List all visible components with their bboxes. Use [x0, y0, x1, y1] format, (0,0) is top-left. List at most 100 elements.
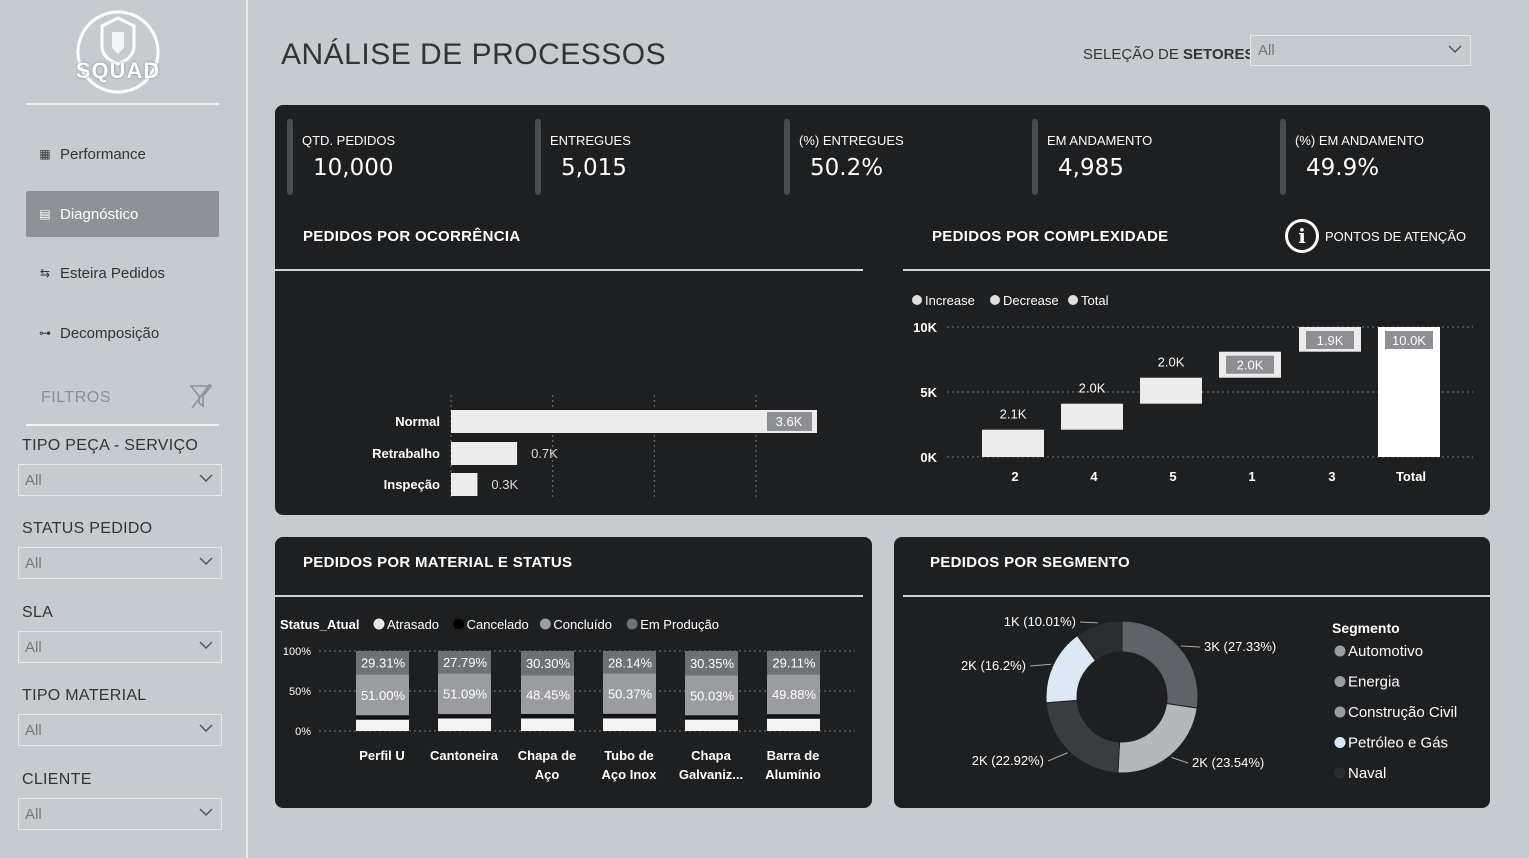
- kpi-accent-bar: [1280, 119, 1286, 195]
- chevron-down-icon: [199, 808, 213, 817]
- legend-marker: [912, 295, 922, 305]
- data-label: 30.30%: [526, 656, 571, 671]
- legend-marker: [1334, 645, 1346, 657]
- kpi-label: (%) EM ANDAMENTO: [1295, 133, 1425, 148]
- filter-label-sla: SLA: [22, 604, 54, 621]
- kpi-value: 4,985: [1058, 155, 1124, 181]
- legend-marker: [539, 618, 551, 630]
- filter-off-icon[interactable]: [188, 382, 214, 410]
- filters-divider: [26, 424, 219, 426]
- section-title-ocorrencia: PEDIDOS POR OCORRÊNCIA: [303, 228, 521, 245]
- filter-label-tipo-peca: TIPO PEÇA - SERVIÇO: [22, 437, 199, 454]
- nav-label: Diagnóstico: [60, 205, 139, 223]
- sector-select[interactable]: All: [1250, 35, 1471, 66]
- stacked-bar-segment: [521, 675, 574, 714]
- kpi-accent-bar: [1032, 119, 1038, 195]
- legend-marker: [1334, 767, 1346, 779]
- grid-icon: ▦: [39, 147, 51, 161]
- legend-label: Em Produção: [640, 617, 719, 632]
- category-label: Tubo de: [604, 748, 654, 763]
- data-label: 28.14%: [608, 655, 653, 670]
- waterfall-bar: [982, 429, 1044, 457]
- data-label-bg: [1306, 331, 1354, 349]
- legend-title: Status_Atual: [280, 617, 359, 632]
- slice-label: 1K (10.01%): [1004, 614, 1076, 629]
- nav-item-performance[interactable]: ▦ Performance: [26, 131, 219, 177]
- page-title: ANÁLISE DE PROCESSOS: [281, 38, 667, 71]
- legend-label: Petróleo e Gás: [1348, 735, 1448, 752]
- nav-label: Performance: [60, 145, 146, 163]
- stacked-bar-segment: [767, 718, 820, 731]
- data-label: 0.7K: [531, 446, 558, 461]
- data-label: 30.35%: [690, 656, 735, 671]
- leader-line: [1029, 663, 1052, 667]
- data-label-bg: [1385, 331, 1433, 349]
- kpi-pct-em-andamento: (%) EM ANDAMENTO 49.9%: [1280, 119, 1480, 195]
- attention-label: PONTOS DE ATENÇÃO: [1325, 228, 1467, 244]
- nav-item-diagnostico[interactable]: ▤ Diagnóstico: [26, 191, 219, 237]
- chevron-down-icon: [1448, 45, 1462, 54]
- category-label: Normal: [395, 414, 440, 429]
- kpi-value: 10,000: [313, 155, 394, 181]
- bar: [451, 473, 478, 496]
- legend-label: Atrasado: [387, 617, 439, 632]
- nav-label: Esteira Pedidos: [60, 264, 166, 282]
- kpi-em-andamento: EM ANDAMENTO 4,985: [1032, 119, 1262, 195]
- legend-label: Naval: [1348, 765, 1386, 782]
- legend-marker: [626, 618, 638, 630]
- stacked-bar-segment: [356, 715, 409, 720]
- filter-select-tipo-peca[interactable]: All: [18, 464, 222, 496]
- data-label: 51.00%: [361, 688, 406, 703]
- stacked-bar-segment: [767, 714, 820, 719]
- legend-label: Increase: [925, 293, 975, 308]
- attention-points-button[interactable]: i PONTOS DE ATENÇÃO: [1285, 219, 1466, 253]
- section-divider: [903, 269, 1490, 271]
- y-tick-label: 0K: [920, 450, 937, 465]
- kpi-entregues: ENTREGUES 5,015: [535, 119, 765, 195]
- filter-select-status-pedido[interactable]: All: [18, 547, 222, 579]
- document-chart-icon: ▤: [39, 207, 51, 221]
- legend-label: Automotivo: [1348, 643, 1423, 660]
- filter-value: All: [25, 805, 42, 823]
- filter-select-cliente[interactable]: All: [18, 798, 222, 830]
- nav-item-decomposicao[interactable]: ⊶ Decomposição: [26, 310, 219, 356]
- chart-complexidade: Increase Decrease Total 0K 5K 10K 2.1K 2 2.0K 4 2.…: [912, 293, 1473, 484]
- stacked-bar-segment: [521, 651, 574, 676]
- category-label: Perfil U: [359, 748, 405, 763]
- donut-slice: [1076, 620, 1123, 662]
- leader-line: [1079, 621, 1098, 624]
- slice-label: 2K (22.92%): [972, 753, 1044, 768]
- nav-item-esteira-pedidos[interactable]: ⇆ Esteira Pedidos: [26, 250, 219, 296]
- legend-marker: [453, 618, 465, 630]
- kpi-label: (%) ENTREGUES: [799, 133, 904, 148]
- bar: [451, 442, 518, 465]
- sidebar: SQUAD ▦ Performance ▤ Diagnóstico ⇆ Este…: [0, 0, 248, 858]
- x-tick-label: 3: [1328, 469, 1335, 484]
- legend-marker: [1334, 737, 1346, 748]
- chevron-down-icon: [199, 474, 213, 483]
- kpi-value: 49.9%: [1306, 155, 1380, 181]
- info-icon: i: [1285, 219, 1319, 253]
- kpi-label: QTD. PEDIDOS: [302, 133, 396, 148]
- filters-title: FILTROS: [41, 389, 111, 406]
- x-tick-label: 4: [1090, 469, 1098, 484]
- waterfall-bar: [1140, 377, 1202, 404]
- x-tick-label: 1: [1248, 469, 1255, 484]
- y-tick-label: 50%: [289, 686, 311, 698]
- leader-line: [1171, 756, 1189, 764]
- logo-text: SQUAD: [75, 58, 161, 83]
- x-tick-label: Total: [1396, 469, 1426, 484]
- stacked-bar-segment: [438, 718, 491, 731]
- filter-select-sla[interactable]: All: [18, 631, 222, 663]
- chevron-down-icon: [199, 641, 213, 650]
- filter-select-tipo-material[interactable]: All: [18, 714, 222, 746]
- stacked-bar-segment: [685, 651, 738, 676]
- sector-value: All: [1258, 42, 1275, 59]
- filter-label-cliente: CLIENTE: [22, 771, 92, 788]
- category-label: Alumínio: [765, 767, 821, 782]
- filter-label-tipo-material: TIPO MATERIAL: [22, 687, 147, 704]
- category-label: Inspeção: [384, 477, 440, 492]
- bar: [451, 410, 817, 433]
- stacked-bar-segment: [521, 714, 574, 719]
- category-label: Cantoneira: [430, 748, 499, 763]
